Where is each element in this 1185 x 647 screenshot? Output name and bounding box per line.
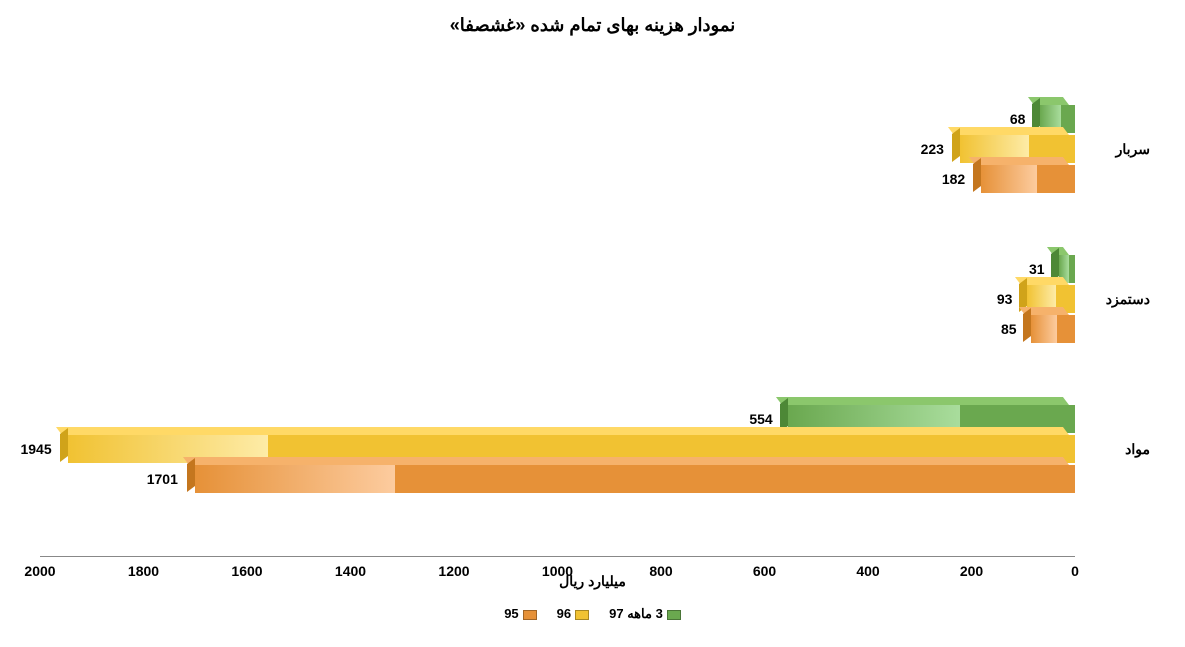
plot-area: سربار68223182دستمزد319385مواد55419451701 xyxy=(40,65,1075,532)
category-label: سربار xyxy=(1085,141,1150,158)
x-axis: 0200400600800100012001400160018002000 xyxy=(40,556,1075,557)
data-label: 182 xyxy=(942,171,965,187)
legend-label: 95 xyxy=(504,606,518,621)
legend: 3 ماهه 97 96 95 xyxy=(30,606,1155,622)
bar: 85 xyxy=(1031,315,1075,343)
data-label: 93 xyxy=(997,291,1013,307)
category-label: مواد xyxy=(1085,441,1150,458)
chart-title: نمودار هزینه بهای تمام شده «غشصفا» xyxy=(30,15,1155,36)
bar: 182 xyxy=(981,165,1075,193)
data-label: 31 xyxy=(1029,261,1045,277)
legend-item: 95 xyxy=(504,606,536,621)
data-label: 85 xyxy=(1001,321,1017,337)
category-label: دستمزد xyxy=(1085,291,1150,308)
data-label: 1945 xyxy=(20,441,51,457)
data-label: 68 xyxy=(1010,111,1026,127)
legend-item: 3 ماهه 97 xyxy=(609,606,681,622)
bar: 1701 xyxy=(195,465,1075,493)
legend-label: 3 ماهه 97 xyxy=(609,606,663,621)
data-label: 223 xyxy=(921,141,944,157)
data-label: 554 xyxy=(749,411,772,427)
data-label: 1701 xyxy=(147,471,178,487)
legend-item: 96 xyxy=(557,606,589,621)
chart-container: نمودار هزینه بهای تمام شده «غشصفا» سربار… xyxy=(30,15,1155,632)
legend-label: 96 xyxy=(557,606,571,621)
x-axis-label: میلیارد ریال xyxy=(30,573,1155,590)
